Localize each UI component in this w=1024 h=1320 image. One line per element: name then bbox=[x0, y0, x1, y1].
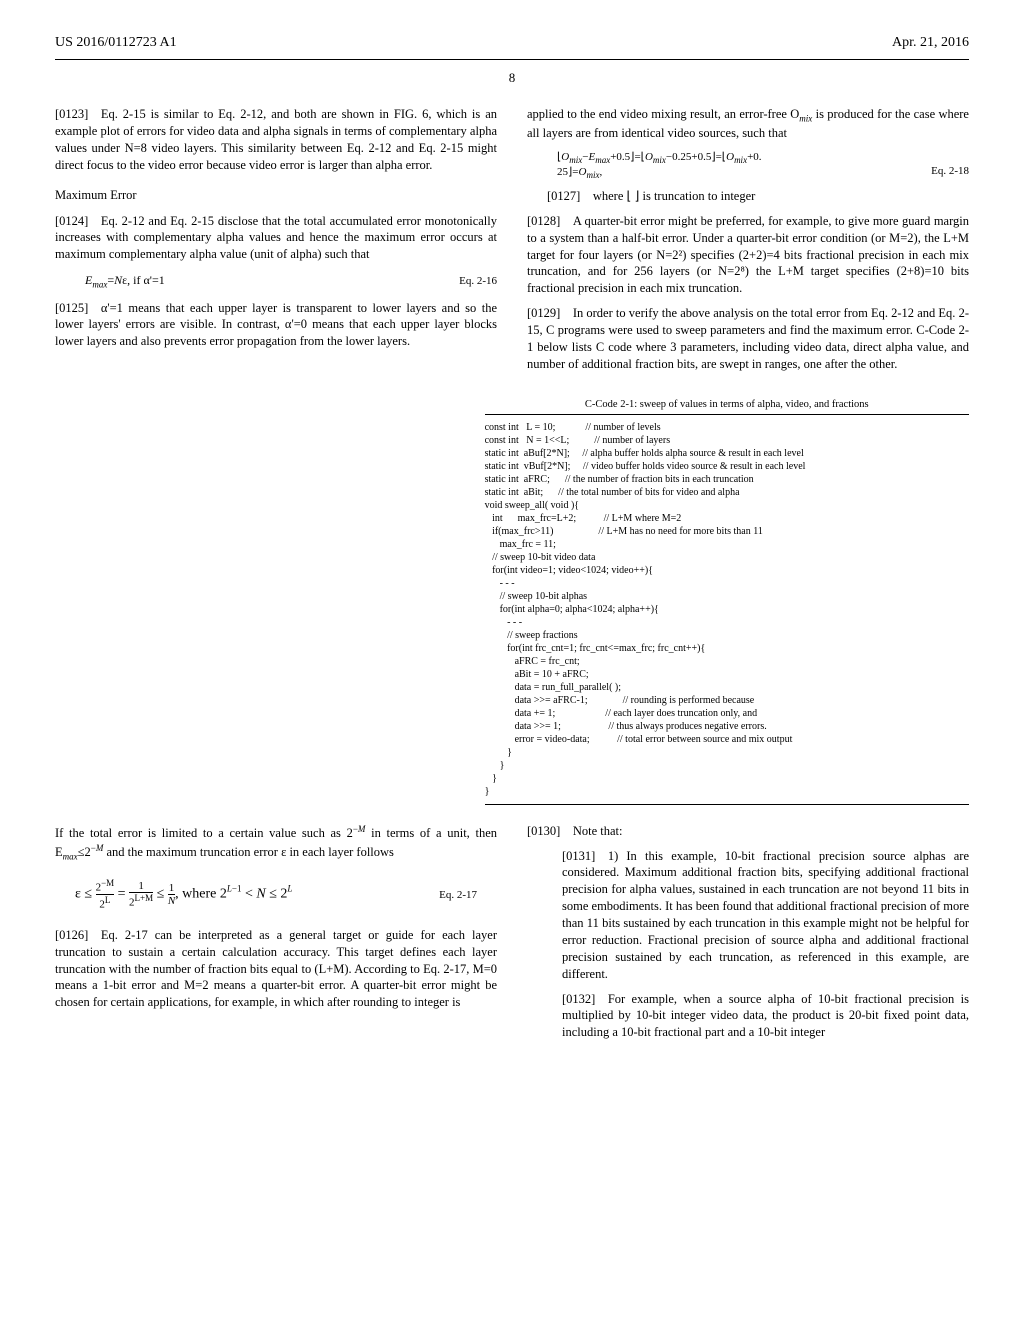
para-0132: [0132] For example, when a source alpha … bbox=[562, 991, 969, 1042]
eq217-formula: ε ≤ 2−M2L = 12L+M ≤ 1N, where 2L−1 < N ≤… bbox=[75, 878, 292, 910]
equation-2-17: ε ≤ 2−M2L = 12L+M ≤ 1N, where 2L−1 < N ≤… bbox=[55, 878, 497, 910]
para-0130: [0130] Note that: bbox=[527, 823, 969, 840]
para-0129: [0129] In order to verify the above anal… bbox=[527, 305, 969, 373]
eq217-label: Eq. 2-17 bbox=[439, 889, 477, 901]
code-content: const int L = 10; // number of levels co… bbox=[485, 417, 969, 802]
code-hr-top bbox=[485, 414, 969, 415]
eq218-label: Eq. 2-18 bbox=[931, 165, 969, 180]
para-0126: [0126] Eq. 2-17 can be interpreted as a … bbox=[55, 927, 497, 1011]
eq218-line1: ⌊Omix−Emax+0.5⌋=⌊Omix−0.25+0.5⌋=⌊Omix+0. bbox=[557, 150, 969, 165]
eq218-line2-wrap: 25⌋=Omix, Eq. 2-18 bbox=[557, 165, 969, 180]
para-0125: [0125] α'=1 means that each upper layer … bbox=[55, 300, 497, 351]
code-title: C-Code 2-1: sweep of values in terms of … bbox=[485, 399, 969, 410]
max-error-heading: Maximum Error bbox=[55, 188, 497, 203]
eq218-line2: 25⌋=Omix, bbox=[557, 165, 602, 180]
bottom-right-column: [0130] Note that: [0131] 1) In this exam… bbox=[527, 823, 969, 1050]
equation-2-18: ⌊Omix−Emax+0.5⌋=⌊Omix−0.25+0.5⌋=⌊Omix+0.… bbox=[557, 150, 969, 180]
page-header: US 2016/0112723 A1 Apr. 21, 2016 bbox=[55, 35, 969, 51]
code-hr-bottom bbox=[485, 804, 969, 805]
header-divider bbox=[55, 59, 969, 60]
equation-2-16: Emax=Nε, if α'=1 Eq. 2-16 bbox=[85, 273, 497, 289]
code-block-2-1: C-Code 2-1: sweep of values in terms of … bbox=[485, 399, 969, 805]
publication-date: Apr. 21, 2016 bbox=[892, 35, 969, 51]
para-0123: [0123] Eq. 2-15 is similar to Eq. 2-12, … bbox=[55, 106, 497, 174]
publication-number: US 2016/0112723 A1 bbox=[55, 35, 177, 51]
eq216-label: Eq. 2-16 bbox=[459, 275, 497, 287]
para-0128: [0128] A quarter-bit error might be pref… bbox=[527, 213, 969, 297]
bottom-columns: If the total error is limited to a certa… bbox=[55, 823, 969, 1050]
right-column: applied to the end video mixing result, … bbox=[527, 106, 969, 381]
eq216-formula: Emax=Nε, if α'=1 bbox=[85, 273, 165, 289]
top-columns: [0123] Eq. 2-15 is similar to Eq. 2-12, … bbox=[55, 106, 969, 381]
page-number: 8 bbox=[55, 70, 969, 86]
para-total-error: If the total error is limited to a certa… bbox=[55, 823, 497, 863]
para-0131: [0131] 1) In this example, 10-bit fracti… bbox=[562, 848, 969, 983]
para-0124: [0124] Eq. 2-12 and Eq. 2-15 disclose th… bbox=[55, 213, 497, 264]
para-applied: applied to the end video mixing result, … bbox=[527, 106, 969, 142]
left-column: [0123] Eq. 2-15 is similar to Eq. 2-12, … bbox=[55, 106, 497, 381]
para-0127: [0127] where ⌊ ⌋ is truncation to intege… bbox=[547, 188, 969, 205]
bottom-left-column: If the total error is limited to a certa… bbox=[55, 823, 497, 1050]
